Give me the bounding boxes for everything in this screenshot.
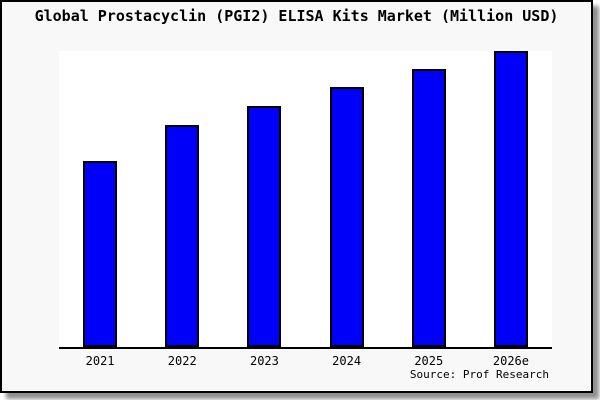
x-axis-labels: 2021 2022 2023 2024 2025 2026e bbox=[59, 354, 552, 368]
x-tick-label-2023: 2023 bbox=[249, 354, 279, 368]
bar-row bbox=[59, 51, 552, 347]
x-tick-label-2026e: 2026e bbox=[492, 354, 529, 368]
source-credit: Source: Prof Research bbox=[409, 368, 549, 381]
bar-slot-2023 bbox=[223, 51, 305, 347]
x-tick-label-2025: 2025 bbox=[414, 354, 444, 368]
bar-2021 bbox=[83, 161, 118, 347]
bar-slot-2026e bbox=[470, 51, 552, 347]
bar-slot-2021 bbox=[59, 51, 141, 347]
bar-2022 bbox=[165, 125, 200, 347]
bar-slot-2025 bbox=[388, 51, 470, 347]
plot-area bbox=[59, 51, 552, 349]
bar-2025 bbox=[411, 69, 446, 347]
x-tick-label-2024: 2024 bbox=[332, 354, 362, 368]
x-tick-label-2022: 2022 bbox=[167, 354, 197, 368]
bar-2023 bbox=[247, 106, 282, 347]
x-tick-label-2021: 2021 bbox=[85, 354, 115, 368]
bar-slot-2022 bbox=[141, 51, 223, 347]
chart-frame: Global Prostacyclin (PGI2) ELISA Kits Ma… bbox=[0, 0, 593, 393]
bar-2026e bbox=[493, 51, 528, 347]
bar-slot-2024 bbox=[306, 51, 388, 347]
bar-2024 bbox=[329, 87, 364, 347]
chart-title: Global Prostacyclin (PGI2) ELISA Kits Ma… bbox=[34, 7, 559, 25]
